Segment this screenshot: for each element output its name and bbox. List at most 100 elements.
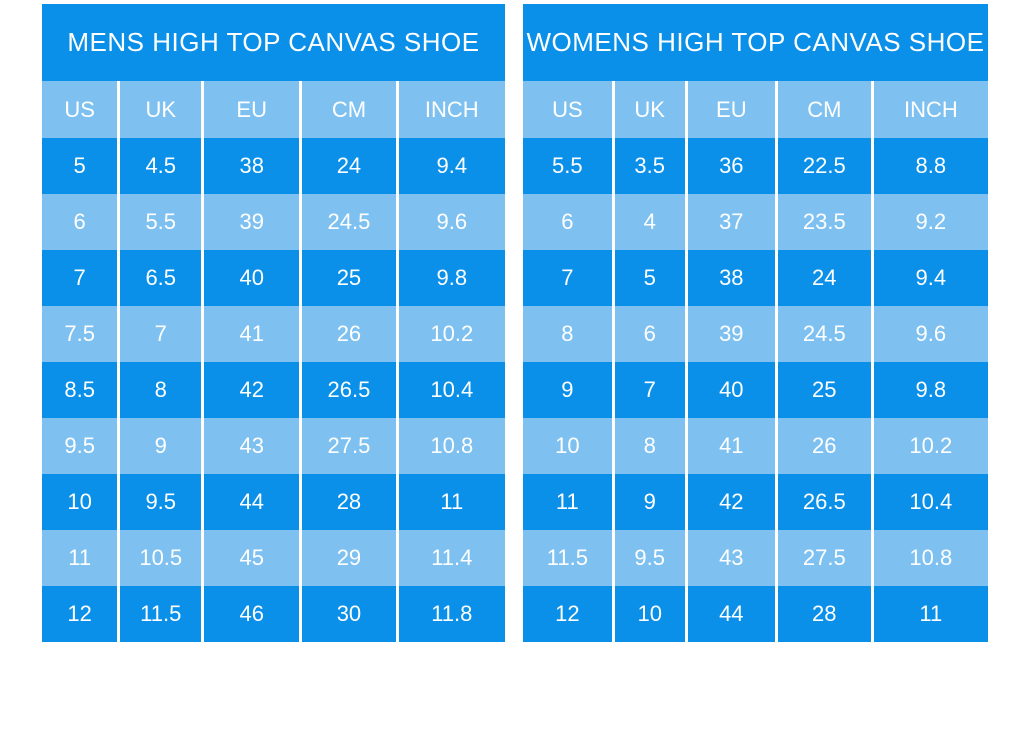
table-row: 11 10.5 45 29 11.4	[42, 530, 505, 586]
size-cell: 10.8	[870, 530, 988, 586]
mens-chart-title: MENS HIGH TOP CANVAS SHOE	[42, 4, 505, 81]
mens-size-table: US UK EU CM INCH 5 4.5 38 24 9.4 6 5.5 39 24.5 9.6 7 6.5…	[42, 81, 505, 642]
size-cell: 41	[201, 306, 301, 362]
size-cell: 9.4	[870, 250, 988, 306]
mens-size-chart: MENS HIGH TOP CANVAS SHOE US UK EU CM INCH 5 4…	[42, 4, 505, 642]
size-cell: 11.4	[395, 530, 505, 586]
size-cell: 6	[523, 194, 614, 250]
size-cell: 24	[299, 138, 398, 194]
size-cell: 7	[117, 306, 203, 362]
size-cell: 11.5	[117, 586, 203, 642]
size-cell: 8	[611, 418, 687, 474]
size-cell: 7.5	[42, 306, 119, 362]
table-row: 10 8 41 26 10.2	[523, 418, 988, 474]
table-row: 6 5.5 39 24.5 9.6	[42, 194, 505, 250]
column-header-row: US UK EU CM INCH	[523, 81, 988, 138]
size-cell: 24	[774, 250, 873, 306]
size-cell: 40	[684, 362, 777, 418]
size-cell: 28	[299, 474, 398, 530]
table-row: 7.5 7 41 26 10.2	[42, 306, 505, 362]
size-cell: 12	[42, 586, 119, 642]
column-header-inch: INCH	[395, 81, 505, 138]
size-cell: 28	[774, 586, 873, 642]
size-cell: 8	[117, 362, 203, 418]
womens-size-table: US UK EU CM INCH 5.5 3.5 36 22.5 8.8 6 4 37 23.5 9.2 7 5…	[523, 81, 988, 642]
size-cell: 11.5	[523, 530, 614, 586]
size-cell: 43	[684, 530, 777, 586]
table-row: 5 4.5 38 24 9.4	[42, 138, 505, 194]
size-cell: 10.4	[395, 362, 505, 418]
table-row: 11.5 9.5 43 27.5 10.8	[523, 530, 988, 586]
size-cell: 26.5	[774, 474, 873, 530]
column-header-inch: INCH	[870, 81, 988, 138]
womens-chart-title: WOMENS HIGH TOP CANVAS SHOE	[523, 4, 988, 81]
size-cell: 44	[201, 474, 301, 530]
size-cell: 5	[42, 138, 119, 194]
size-cell: 24.5	[774, 306, 873, 362]
size-cell: 11.8	[395, 586, 505, 642]
size-cell: 9	[611, 474, 687, 530]
size-cell: 8.8	[870, 138, 988, 194]
size-cell: 5.5	[523, 138, 614, 194]
size-cell: 9.6	[395, 194, 505, 250]
table-row: 8 6 39 24.5 9.6	[523, 306, 988, 362]
size-cell: 4.5	[117, 138, 203, 194]
size-cell: 9	[523, 362, 614, 418]
size-cell: 10.2	[395, 306, 505, 362]
size-cell: 38	[201, 138, 301, 194]
table-row: 6 4 37 23.5 9.2	[523, 194, 988, 250]
size-cell: 24.5	[299, 194, 398, 250]
size-cell: 40	[201, 250, 301, 306]
size-cell: 25	[299, 250, 398, 306]
size-cell: 22.5	[774, 138, 873, 194]
size-cell: 10.8	[395, 418, 505, 474]
column-header-cm: CM	[774, 81, 873, 138]
size-cell: 23.5	[774, 194, 873, 250]
size-cell: 45	[201, 530, 301, 586]
size-cell: 10.5	[117, 530, 203, 586]
column-header-us: US	[523, 81, 614, 138]
size-cell: 9.5	[42, 418, 119, 474]
size-cell: 9.5	[611, 530, 687, 586]
column-header-us: US	[42, 81, 119, 138]
table-row: 10 9.5 44 28 11	[42, 474, 505, 530]
table-row: 9.5 9 43 27.5 10.8	[42, 418, 505, 474]
size-cell: 46	[201, 586, 301, 642]
size-cell: 7	[42, 250, 119, 306]
column-header-uk: UK	[117, 81, 203, 138]
table-row: 8.5 8 42 26.5 10.4	[42, 362, 505, 418]
size-cell: 30	[299, 586, 398, 642]
size-cell: 42	[201, 362, 301, 418]
size-cell: 12	[523, 586, 614, 642]
size-cell: 9.8	[395, 250, 505, 306]
table-row: 5.5 3.5 36 22.5 8.8	[523, 138, 988, 194]
size-cell: 9.2	[870, 194, 988, 250]
size-cell: 41	[684, 418, 777, 474]
size-cell: 26	[299, 306, 398, 362]
size-cell: 8	[523, 306, 614, 362]
size-cell: 10.4	[870, 474, 988, 530]
size-cell: 39	[201, 194, 301, 250]
size-cell: 11	[870, 586, 988, 642]
size-cell: 7	[611, 362, 687, 418]
size-cell: 5.5	[117, 194, 203, 250]
size-cell: 9	[117, 418, 203, 474]
size-cell: 8.5	[42, 362, 119, 418]
size-cell: 9.5	[117, 474, 203, 530]
size-cell: 26	[774, 418, 873, 474]
size-cell: 36	[684, 138, 777, 194]
table-row: 11 9 42 26.5 10.4	[523, 474, 988, 530]
table-row: 12 11.5 46 30 11.8	[42, 586, 505, 642]
size-cell: 11	[42, 530, 119, 586]
size-cell: 26.5	[299, 362, 398, 418]
column-header-eu: EU	[201, 81, 301, 138]
womens-size-chart: WOMENS HIGH TOP CANVAS SHOE US UK EU CM INCH…	[523, 4, 988, 642]
size-cell: 10.2	[870, 418, 988, 474]
size-cell: 44	[684, 586, 777, 642]
size-cell: 7	[523, 250, 614, 306]
size-cell: 3.5	[611, 138, 687, 194]
column-header-uk: UK	[611, 81, 687, 138]
size-cell: 6	[42, 194, 119, 250]
size-cell: 9.4	[395, 138, 505, 194]
table-row: 12 10 44 28 11	[523, 586, 988, 642]
